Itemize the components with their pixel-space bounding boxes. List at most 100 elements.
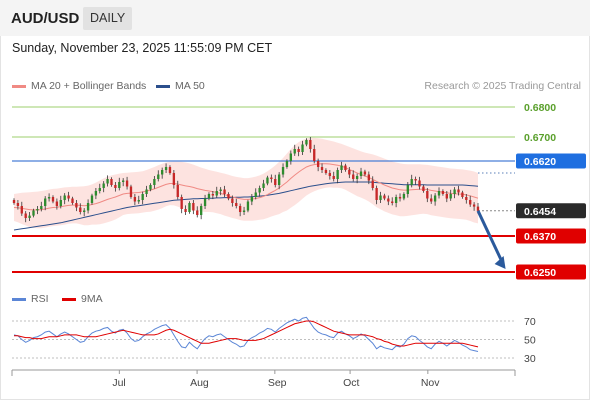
candle-body [355,176,359,179]
candle [344,163,347,172]
candle-body [83,210,86,212]
candle-body [141,194,144,200]
candle [309,137,312,153]
candle-body [211,194,215,196]
support-tag-text-0.6250: 0.6250 [524,267,556,279]
candle-body [242,210,246,212]
candle-body [223,189,226,194]
candle [398,193,402,202]
candle-body [12,200,16,203]
support-tag-0.6370 [516,228,586,244]
candle-body [472,204,476,207]
candle [391,197,394,206]
candle-body [199,206,203,215]
candle [332,171,335,182]
candle-body [168,167,172,173]
candle-body [164,167,168,170]
x-tick-label-Oct: Oct [343,377,359,389]
candle [157,170,160,182]
candle [266,175,269,186]
candle [129,184,133,199]
candle [47,193,51,202]
candle [293,144,296,156]
resistance-tag-0.6620 [516,153,586,169]
candle-body [51,197,55,202]
candle [383,193,386,201]
candle [254,188,257,200]
x-tick-label-Aug: Aug [190,377,209,389]
chart-header: AUD/USD DAILY [0,0,590,36]
candle [277,172,281,190]
candle [71,196,74,205]
candle-body [328,173,332,176]
candle [196,206,199,218]
candle [133,194,137,206]
candle [211,191,215,200]
candle-body [157,174,160,179]
candle [40,201,43,212]
last_price-tag-text-0.6454: 0.6454 [524,206,556,218]
rsi-tick-30: 30 [524,353,536,365]
candle [86,199,90,214]
y-tick-0.6700: 0.6700 [524,132,556,144]
candle-body [441,191,445,194]
candle [90,193,94,205]
candle-body [133,197,137,202]
candle [118,177,121,191]
chart-datetime: Sunday, November 23, 2025 11:55:09 PM CE… [12,41,273,55]
candle-body [320,167,324,170]
candle-body [250,197,254,202]
candle-body [137,200,140,202]
candle [98,183,101,194]
forecast-arrow-head [494,256,506,269]
candle [63,193,66,205]
candle-body [79,207,82,212]
candle-body [219,189,222,191]
candle-body [313,149,316,161]
candle [371,176,374,191]
candle [149,183,152,192]
candle-body [387,198,390,202]
candle [145,185,148,197]
candle [20,201,23,216]
candle-body [125,180,129,187]
candle-body [188,203,191,212]
candle [94,188,98,200]
candle-body [476,206,480,211]
candle-body [36,209,39,211]
candle [219,187,222,196]
candle [172,170,176,189]
candle-body [102,183,105,188]
candle-body [262,183,265,188]
copyright-text: Research © 2025 Trading Central [424,80,581,92]
candle-body [340,165,343,170]
candle-body [215,191,218,196]
candle-body [461,192,464,197]
x-tick-label-Sep: Sep [268,377,287,389]
candle [418,176,421,190]
legend-ma50: MA 50 [156,80,205,92]
candle-body [285,161,289,167]
x-tick-label-Nov: Nov [421,377,440,389]
candle [24,211,27,223]
candle [270,174,273,183]
candle-body [422,186,425,191]
candle [472,202,476,211]
candle [465,194,468,204]
rsi-swatch [12,297,26,301]
legend-rsi: RSI [12,293,49,305]
candle [441,189,445,196]
candle [414,176,417,185]
candle [433,193,437,206]
candle-body [254,192,257,197]
candle [375,185,378,205]
candle-body [153,179,156,185]
candle-body [305,140,308,145]
candle-body [418,180,421,187]
legend-ma20-bollinger: MA 20 + Bollinger Bands [12,80,146,92]
timeframe-badge[interactable]: DAILY [83,7,133,30]
candle [379,191,382,203]
candle [274,174,277,188]
candle-body [28,215,31,218]
rsi-ma-swatch [62,297,76,301]
